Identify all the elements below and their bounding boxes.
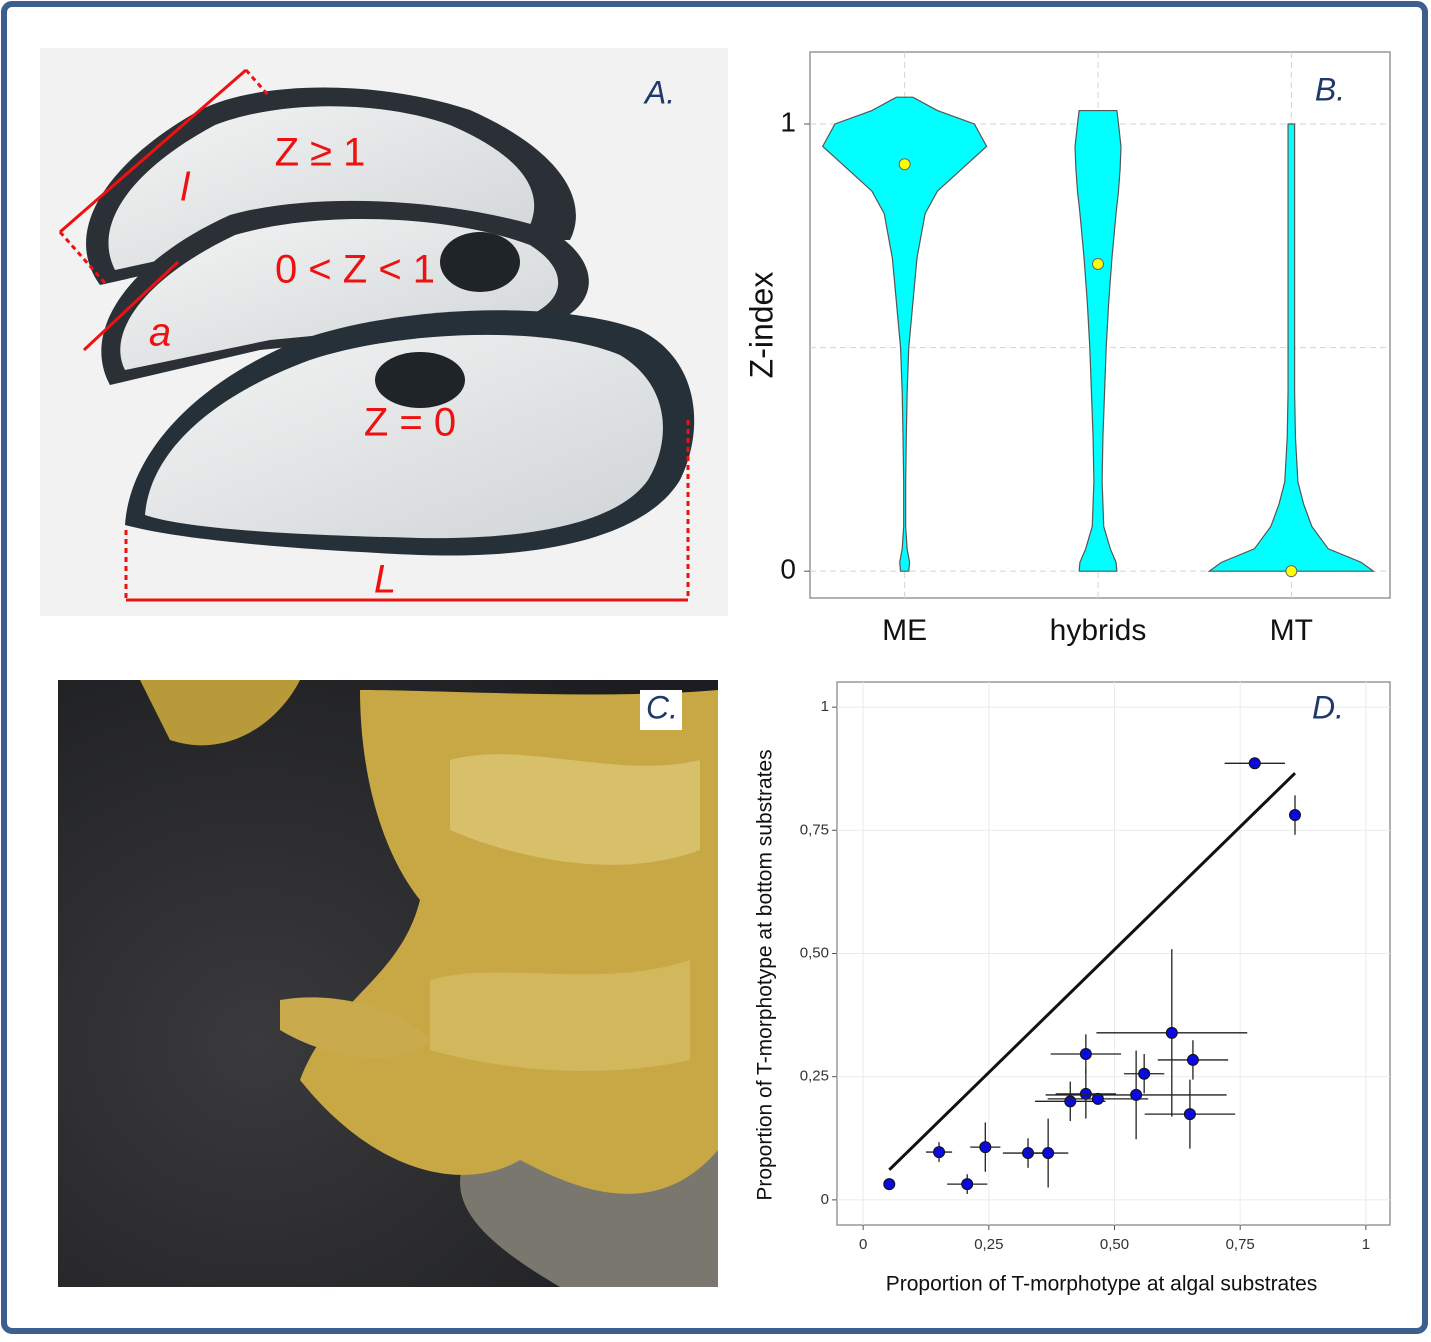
point	[1288, 809, 1301, 822]
annotation: Z = 0	[364, 401, 456, 445]
x-tick-label: hybrids	[1050, 614, 1147, 647]
mean-point	[898, 158, 911, 171]
x-tick-label: 0,25	[974, 1236, 1003, 1253]
point	[1165, 1026, 1178, 1039]
annotation: Z ≥ 1	[275, 131, 366, 175]
x-tick-label: MT	[1270, 614, 1313, 647]
point	[1079, 1087, 1092, 1100]
panel-label: D.	[1312, 689, 1344, 725]
photo-a: A. l Z ≥ 1 a 0 < Z < 1 Z = 0 L	[40, 48, 728, 616]
violin	[1074, 109, 1122, 572]
point	[1064, 1095, 1077, 1108]
x-tick-label: ME	[882, 614, 927, 647]
y-tick-label: 0,50	[800, 944, 829, 961]
y-tick-label: 0,75	[800, 821, 829, 838]
y-axis-label: Z-index	[743, 272, 779, 379]
point	[1130, 1088, 1143, 1101]
point	[1091, 1092, 1104, 1105]
y-tick-label: 1	[821, 698, 829, 715]
point	[1138, 1067, 1151, 1080]
x-tick-label: 0	[859, 1236, 867, 1253]
regression-line	[888, 772, 1297, 1171]
violin	[1207, 123, 1376, 572]
point	[961, 1178, 974, 1191]
annotation: 0 < Z < 1	[275, 248, 435, 292]
photo-c: C.	[58, 680, 718, 1287]
point	[979, 1141, 992, 1154]
point	[1183, 1108, 1196, 1121]
panel-label: C.	[646, 689, 678, 725]
mean-point	[1285, 565, 1298, 578]
violin	[821, 96, 988, 572]
y-tick-label: 0	[821, 1191, 829, 1208]
point	[883, 1178, 896, 1191]
x-tick-label: 0,75	[1226, 1236, 1255, 1253]
point	[1186, 1053, 1199, 1066]
point	[1079, 1048, 1092, 1061]
x-axis-label: Proportion of T-morphotype at algal subs…	[886, 1273, 1318, 1296]
y-tick-label: 0,25	[800, 1068, 829, 1085]
annotation: l	[181, 166, 191, 210]
point	[1248, 757, 1261, 770]
panel-label: B.	[1315, 71, 1345, 107]
y-tick-label: 0	[780, 554, 796, 585]
annotation: L	[374, 558, 396, 602]
y-tick-label: 1	[780, 106, 796, 137]
mean-point	[1092, 257, 1104, 270]
x-tick-label: 0,50	[1100, 1236, 1129, 1253]
point	[933, 1146, 946, 1159]
annotation: a	[149, 311, 171, 355]
panel-label: A.	[643, 74, 675, 110]
x-tick-label: 1	[1362, 1236, 1370, 1253]
point	[1042, 1147, 1055, 1160]
y-axis-label: Proportion of T-morphotype at bottom sub…	[754, 749, 777, 1200]
